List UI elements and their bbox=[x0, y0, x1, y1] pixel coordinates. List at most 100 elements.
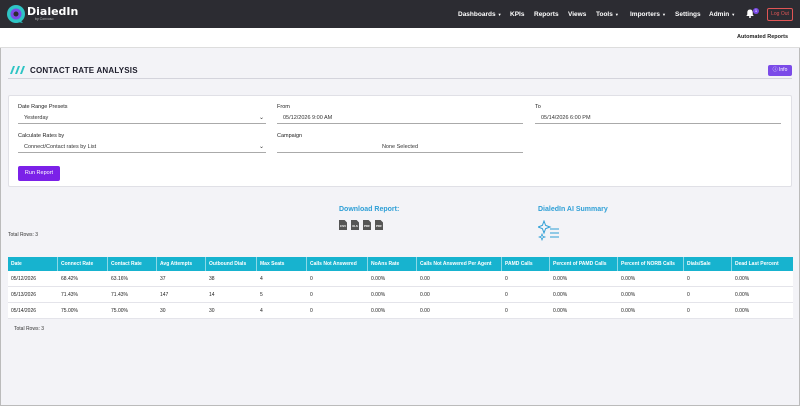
nav-views[interactable]: Views bbox=[568, 0, 586, 28]
col-header[interactable]: Max Seats bbox=[257, 257, 307, 271]
calculate-rates-select[interactable]: Connect/Contact rates by List ⌄ bbox=[18, 142, 266, 153]
brand-name[interactable]: DialedIn bbox=[27, 5, 79, 18]
to-label: To bbox=[535, 104, 541, 110]
table-cell: 0.00% bbox=[735, 307, 750, 314]
col-header[interactable]: Percent of NORB Calls bbox=[618, 257, 684, 271]
page-title: CONTACT RATE ANALYSIS bbox=[30, 66, 138, 75]
table-cell: 63.16% bbox=[111, 275, 128, 282]
col-header[interactable]: Dead Last Percent bbox=[735, 261, 779, 267]
table-row: 05/13/2026 71.43% 71.43% 147 14 5 0 0.00% 0.00 0 0… bbox=[8, 287, 793, 303]
table-cell: 71.43% bbox=[111, 291, 128, 298]
table-cell: 0 bbox=[505, 275, 508, 282]
nav-importers[interactable]: Importers ▼ bbox=[630, 0, 666, 28]
nav-admin[interactable]: Admin ▼ bbox=[709, 0, 735, 28]
table-cell: 0 bbox=[687, 291, 690, 298]
results-table: Date Connect Rate Contact Rate Avg Attem… bbox=[8, 257, 793, 319]
calculate-rates-value: Connect/Contact rates by List bbox=[24, 144, 97, 150]
col-header[interactable]: Calls Not Answered bbox=[307, 257, 368, 271]
nav-reports-label: Reports bbox=[534, 10, 559, 18]
download-report-title: Download Report: bbox=[339, 206, 400, 213]
title-stripes-icon bbox=[10, 66, 25, 74]
table-row: 05/14/2026 75.00% 75.00% 30 30 4 0 0.00% 0.00 0 0.… bbox=[8, 303, 793, 319]
table-cell: 75.00% bbox=[61, 307, 78, 314]
title-divider bbox=[8, 78, 792, 79]
table-cell: 30 bbox=[160, 307, 166, 314]
pdf-file-icon[interactable]: PDF bbox=[375, 220, 383, 230]
chevron-down-icon: ⌄ bbox=[258, 144, 264, 150]
download-icons: CSV XLS PDF PDF bbox=[339, 220, 383, 230]
table-cell: 71.43% bbox=[61, 291, 78, 298]
top-navbar: DialedIn by Convoso Dashboards ▼ KPIs Rep… bbox=[0, 0, 800, 28]
table-cell: 75.00% bbox=[111, 307, 128, 314]
table-row: 05/12/2026 68.42% 63.16% 37 38 4 0 0.00% 0.00 0 0.… bbox=[8, 271, 793, 287]
campaign-select[interactable]: None Selected bbox=[277, 142, 523, 153]
nav-kpis[interactable]: KPIs bbox=[510, 0, 524, 28]
to-date-input[interactable]: 05/14/2026 6:00 PM bbox=[535, 113, 781, 124]
pdf-label: PDF bbox=[376, 224, 382, 228]
csv-file-icon[interactable]: CSV bbox=[339, 220, 347, 230]
nav-importers-label: Importers bbox=[630, 10, 660, 18]
col-header[interactable]: NoAns Rate bbox=[368, 257, 417, 271]
table-cell: 0.00% bbox=[621, 307, 636, 314]
nav-dashboards[interactable]: Dashboards ▼ bbox=[458, 0, 502, 28]
table-cell: 4 bbox=[260, 307, 263, 314]
table-cell: 05/13/2026 bbox=[11, 291, 37, 298]
table-cell: 0 bbox=[310, 291, 313, 298]
nav-tools[interactable]: Tools ▼ bbox=[596, 0, 619, 28]
col-header[interactable]: Calls Not Answered Per Agent bbox=[417, 257, 502, 271]
col-header[interactable]: Dials/Sale bbox=[684, 257, 732, 271]
table-cell: 05/14/2026 bbox=[11, 307, 37, 314]
bell-icon[interactable] bbox=[746, 9, 754, 18]
pdf-file-icon[interactable]: PDF bbox=[363, 220, 371, 230]
col-header[interactable]: Percent of PAMD Calls bbox=[550, 257, 618, 271]
col-header[interactable]: PAMD Calls bbox=[502, 257, 550, 271]
report-filters-card bbox=[8, 95, 792, 187]
date-range-select[interactable]: Yesterday ⌄ bbox=[18, 113, 266, 124]
ai-summary-title: DialedIn AI Summary bbox=[538, 206, 608, 213]
logout-button[interactable]: Log Out bbox=[767, 8, 793, 21]
table-cell: 0 bbox=[310, 307, 313, 314]
table-cell: 0.00% bbox=[621, 291, 636, 298]
info-icon: ⓘ bbox=[772, 67, 780, 73]
table-cell: 0.00 bbox=[420, 307, 430, 314]
xls-label: XLS bbox=[352, 224, 358, 228]
table-cell: 0.00% bbox=[553, 291, 568, 298]
total-rows-bottom: Total Rows: 3 bbox=[14, 326, 45, 332]
pdf-label: PDF bbox=[364, 224, 370, 228]
table-cell: 0.00% bbox=[553, 275, 568, 282]
notification-badge: 1 bbox=[753, 8, 759, 14]
col-header[interactable]: Outbound Dials bbox=[206, 257, 257, 271]
table-cell: 14 bbox=[209, 291, 215, 298]
nav-settings[interactable]: Settings bbox=[675, 0, 701, 28]
table-cell: 4 bbox=[260, 275, 263, 282]
sub-toolbar: Automated Reports bbox=[0, 28, 800, 48]
table-cell: 05/12/2026 bbox=[11, 275, 37, 282]
automated-reports-link[interactable]: Automated Reports bbox=[736, 34, 788, 40]
table-cell: 68.42% bbox=[61, 275, 78, 282]
table-cell: 30 bbox=[209, 307, 215, 314]
col-header[interactable]: Connect Rate bbox=[58, 257, 108, 271]
from-date-input[interactable]: 05/12/2026 9:00 AM bbox=[277, 113, 523, 124]
col-header[interactable]: Avg Attempts bbox=[157, 257, 206, 271]
run-report-button[interactable]: Run Report bbox=[18, 166, 60, 181]
col-header[interactable]: Contact Rate bbox=[108, 257, 157, 271]
chevron-down-icon: ▼ bbox=[497, 11, 502, 17]
sparkle-list-icon[interactable] bbox=[538, 220, 560, 242]
calculate-rates-label: Calculate Rates by bbox=[18, 133, 65, 139]
table-cell: 0.00% bbox=[621, 275, 636, 282]
dialedin-logo-icon[interactable] bbox=[6, 4, 26, 24]
col-header[interactable]: Date bbox=[8, 257, 58, 271]
chevron-down-icon: ▼ bbox=[731, 11, 736, 17]
table-cell: 147 bbox=[160, 291, 169, 298]
nav-reports[interactable]: Reports bbox=[534, 0, 559, 28]
xls-file-icon[interactable]: XLS bbox=[351, 220, 359, 230]
table-header-row: Date Connect Rate Contact Rate Avg Attem… bbox=[8, 257, 793, 271]
info-button-label: Info bbox=[779, 67, 788, 73]
info-button[interactable]: ⓘ Info bbox=[768, 65, 792, 76]
table-cell: 0.00% bbox=[553, 307, 568, 314]
table-cell: 0 bbox=[505, 291, 508, 298]
table-cell: 0 bbox=[505, 307, 508, 314]
table-body: 05/12/2026 68.42% 63.16% 37 38 4 0 0.00% 0.00 0 0.… bbox=[8, 271, 793, 319]
campaign-label: Campaign bbox=[277, 133, 303, 139]
